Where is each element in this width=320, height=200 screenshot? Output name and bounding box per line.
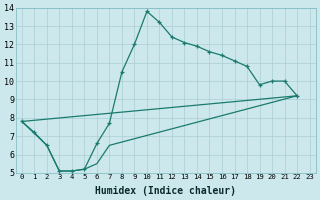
X-axis label: Humidex (Indice chaleur): Humidex (Indice chaleur)	[95, 186, 236, 196]
